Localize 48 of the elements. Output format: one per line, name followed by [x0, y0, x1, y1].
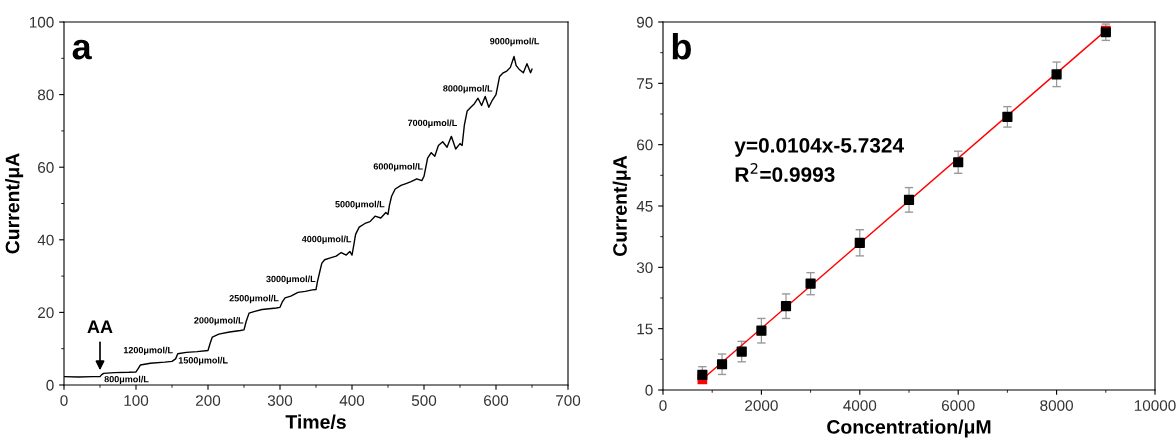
annotation: 8000μmol/L: [443, 84, 493, 94]
x-axis-title: Time/s: [285, 414, 346, 429]
annotation: 800μmol/L: [104, 375, 149, 385]
y-tick-label: 0: [645, 384, 653, 396]
y-tick-label: 80: [37, 89, 54, 101]
y-axis-title: Current/μA: [612, 155, 631, 256]
annotation: 2000μmol/L: [194, 316, 244, 326]
x-tick-label: 10000: [1134, 400, 1176, 411]
y-tick-label: 60: [38, 162, 54, 173]
y-tick-label: 30: [636, 262, 653, 274]
y-tick-label: 20: [38, 307, 54, 319]
x-tick-label: 8000: [1040, 400, 1073, 411]
x-tick-label: 300: [267, 395, 293, 406]
y-tick-label: 60: [637, 139, 653, 151]
x-tick-label: 6000: [941, 400, 975, 411]
annotation: 6000μmol/L: [373, 162, 423, 172]
annotation: 1200μmol/L: [123, 346, 173, 356]
x-tick-label: 2000: [745, 400, 778, 411]
annotation: 1500μmol/L: [178, 356, 228, 366]
x-tick-label: 500: [411, 395, 437, 406]
x-tick-label: 600: [484, 395, 509, 406]
x-axis-title: Concentration/μM: [827, 419, 991, 438]
x-tick-label: 4000: [843, 400, 877, 411]
y-tick-label: 0: [46, 379, 54, 391]
y-tick-label: 40: [37, 234, 54, 246]
annotation: AA: [87, 320, 113, 333]
annotation: b: [672, 33, 691, 60]
x-tick-label: 100: [124, 395, 149, 406]
annotation: a: [72, 39, 92, 60]
annotation: y=0.0104x-5.7324: [734, 137, 904, 157]
x-tick-label: 400: [339, 395, 365, 406]
x-tick-label: 200: [196, 395, 221, 406]
x-tick-label: 0: [60, 395, 68, 406]
x-tick-label: 700: [556, 395, 581, 406]
y-tick-label: 75: [637, 78, 653, 90]
annotation: 4000μmol/L: [301, 235, 352, 244]
y-tick-label: 45: [636, 201, 653, 212]
y-tick-label: 15: [637, 323, 653, 335]
y-axis-title: Current/μA: [5, 153, 24, 254]
annotation: 9000μmol/L: [490, 37, 540, 47]
annotation: 3000μmol/L: [266, 275, 316, 284]
x-tick-label: 0: [659, 400, 667, 411]
y-tick-label: 90: [637, 16, 653, 28]
annotation: 5000μmol/L: [335, 200, 385, 210]
annotation: 2500μmol/L: [229, 294, 279, 304]
y-tick-label: 100: [29, 16, 54, 28]
annotation: R$^{2}$=0.9993: [735, 162, 835, 183]
annotation: 7000μmol/L: [407, 119, 457, 128]
